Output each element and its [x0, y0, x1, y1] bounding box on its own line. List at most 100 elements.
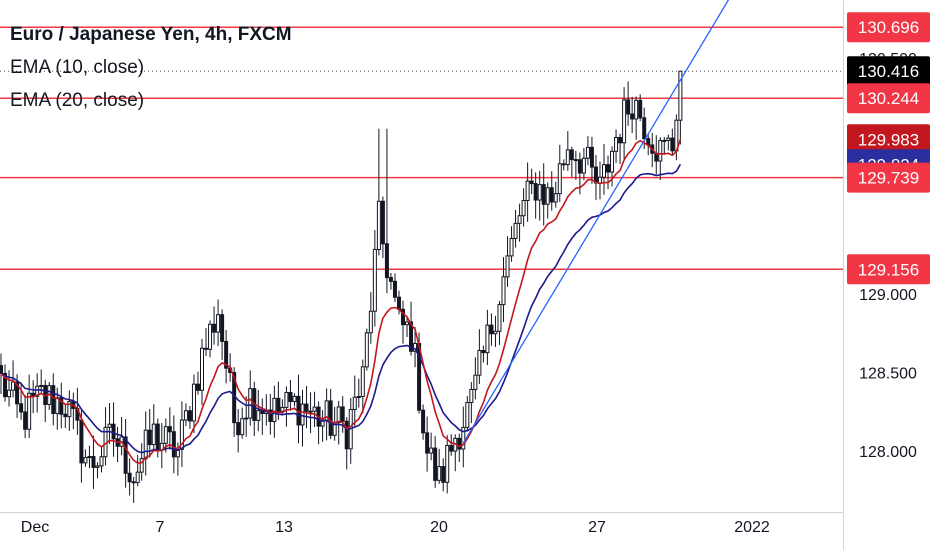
price-tag-bg	[847, 12, 930, 43]
candle	[429, 432, 434, 461]
price-tag-ema10: 129.983	[847, 124, 930, 155]
candle	[380, 196, 385, 259]
candle	[521, 188, 526, 227]
candle-body	[15, 381, 20, 405]
candle-body	[200, 347, 204, 391]
candle	[67, 390, 72, 431]
candle	[99, 446, 104, 473]
price-tag-label: 129.983	[858, 130, 919, 149]
candle-body	[352, 396, 357, 410]
candle	[557, 144, 562, 202]
candle-body	[485, 324, 490, 354]
candle-body	[356, 395, 361, 398]
candle-body	[312, 406, 317, 412]
candle	[316, 401, 321, 445]
candle-body	[244, 417, 249, 420]
candle	[565, 131, 570, 171]
candle-body	[195, 383, 200, 391]
candle-body	[565, 149, 570, 166]
candle	[220, 309, 225, 360]
price-tag-label: 130.696	[858, 18, 919, 37]
candle	[437, 448, 442, 484]
candle-body	[642, 117, 647, 140]
price-tag-bg	[847, 124, 930, 155]
candle	[95, 462, 100, 479]
candle	[670, 128, 675, 156]
candle	[256, 389, 261, 432]
candle	[103, 407, 108, 466]
candle-body	[3, 372, 8, 398]
candle-body	[135, 471, 140, 484]
candle	[167, 407, 172, 450]
candle-body	[340, 406, 345, 422]
candle-body	[513, 222, 518, 239]
candle-body	[465, 402, 470, 428]
candle-body	[83, 457, 88, 464]
candle-body	[372, 248, 377, 312]
candle	[260, 398, 265, 435]
candle-body	[256, 410, 261, 421]
candle-body	[288, 391, 293, 402]
candle-body	[614, 137, 619, 152]
candle	[147, 409, 152, 458]
candle-body	[59, 397, 64, 415]
candle-body	[658, 139, 663, 162]
candle-body	[151, 423, 156, 446]
candle	[654, 135, 659, 175]
candle	[465, 395, 470, 432]
candle	[344, 417, 349, 470]
candle	[23, 394, 28, 439]
candle	[658, 137, 663, 181]
price-tag-label: 130.244	[858, 89, 919, 108]
candle	[111, 402, 116, 457]
ema20-line	[0, 163, 682, 454]
candle	[477, 329, 482, 384]
candle-body	[187, 410, 192, 422]
candle-body	[525, 180, 530, 201]
candle	[131, 477, 136, 503]
candle-body	[666, 137, 671, 141]
price-tag-bg	[847, 83, 930, 114]
candle-body	[35, 385, 40, 397]
candle	[541, 163, 546, 226]
candle-body	[537, 184, 542, 201]
candle-body	[300, 403, 305, 426]
candle	[618, 133, 623, 165]
candle	[288, 379, 293, 411]
candle	[204, 328, 209, 356]
candle	[433, 435, 438, 488]
candle-body	[111, 423, 116, 440]
price-tag-label: 129.156	[858, 260, 919, 279]
candle-body	[99, 456, 104, 467]
candle	[252, 381, 257, 437]
candle-body	[11, 381, 16, 391]
candles	[0, 70, 683, 503]
time-tick-label: 20	[430, 519, 448, 536]
candle	[638, 94, 643, 122]
candle	[27, 374, 32, 438]
candle	[292, 393, 297, 407]
candle-body	[557, 163, 562, 195]
candle	[83, 449, 88, 467]
candle	[517, 203, 522, 242]
candle	[529, 168, 534, 195]
candle	[445, 435, 450, 494]
candle	[388, 272, 393, 290]
candle	[497, 300, 502, 346]
candle	[405, 316, 410, 337]
candle-body	[143, 429, 148, 460]
candle-body	[433, 447, 438, 481]
candle	[87, 445, 92, 469]
candle-body	[573, 159, 578, 162]
candle-body	[549, 187, 554, 203]
candle-body	[63, 413, 68, 418]
candle-body	[183, 410, 188, 421]
candle	[240, 407, 245, 439]
candle-body	[489, 324, 494, 335]
candle-body	[533, 183, 538, 201]
candle-body	[618, 137, 623, 144]
candle	[533, 172, 538, 219]
candle	[376, 128, 381, 256]
